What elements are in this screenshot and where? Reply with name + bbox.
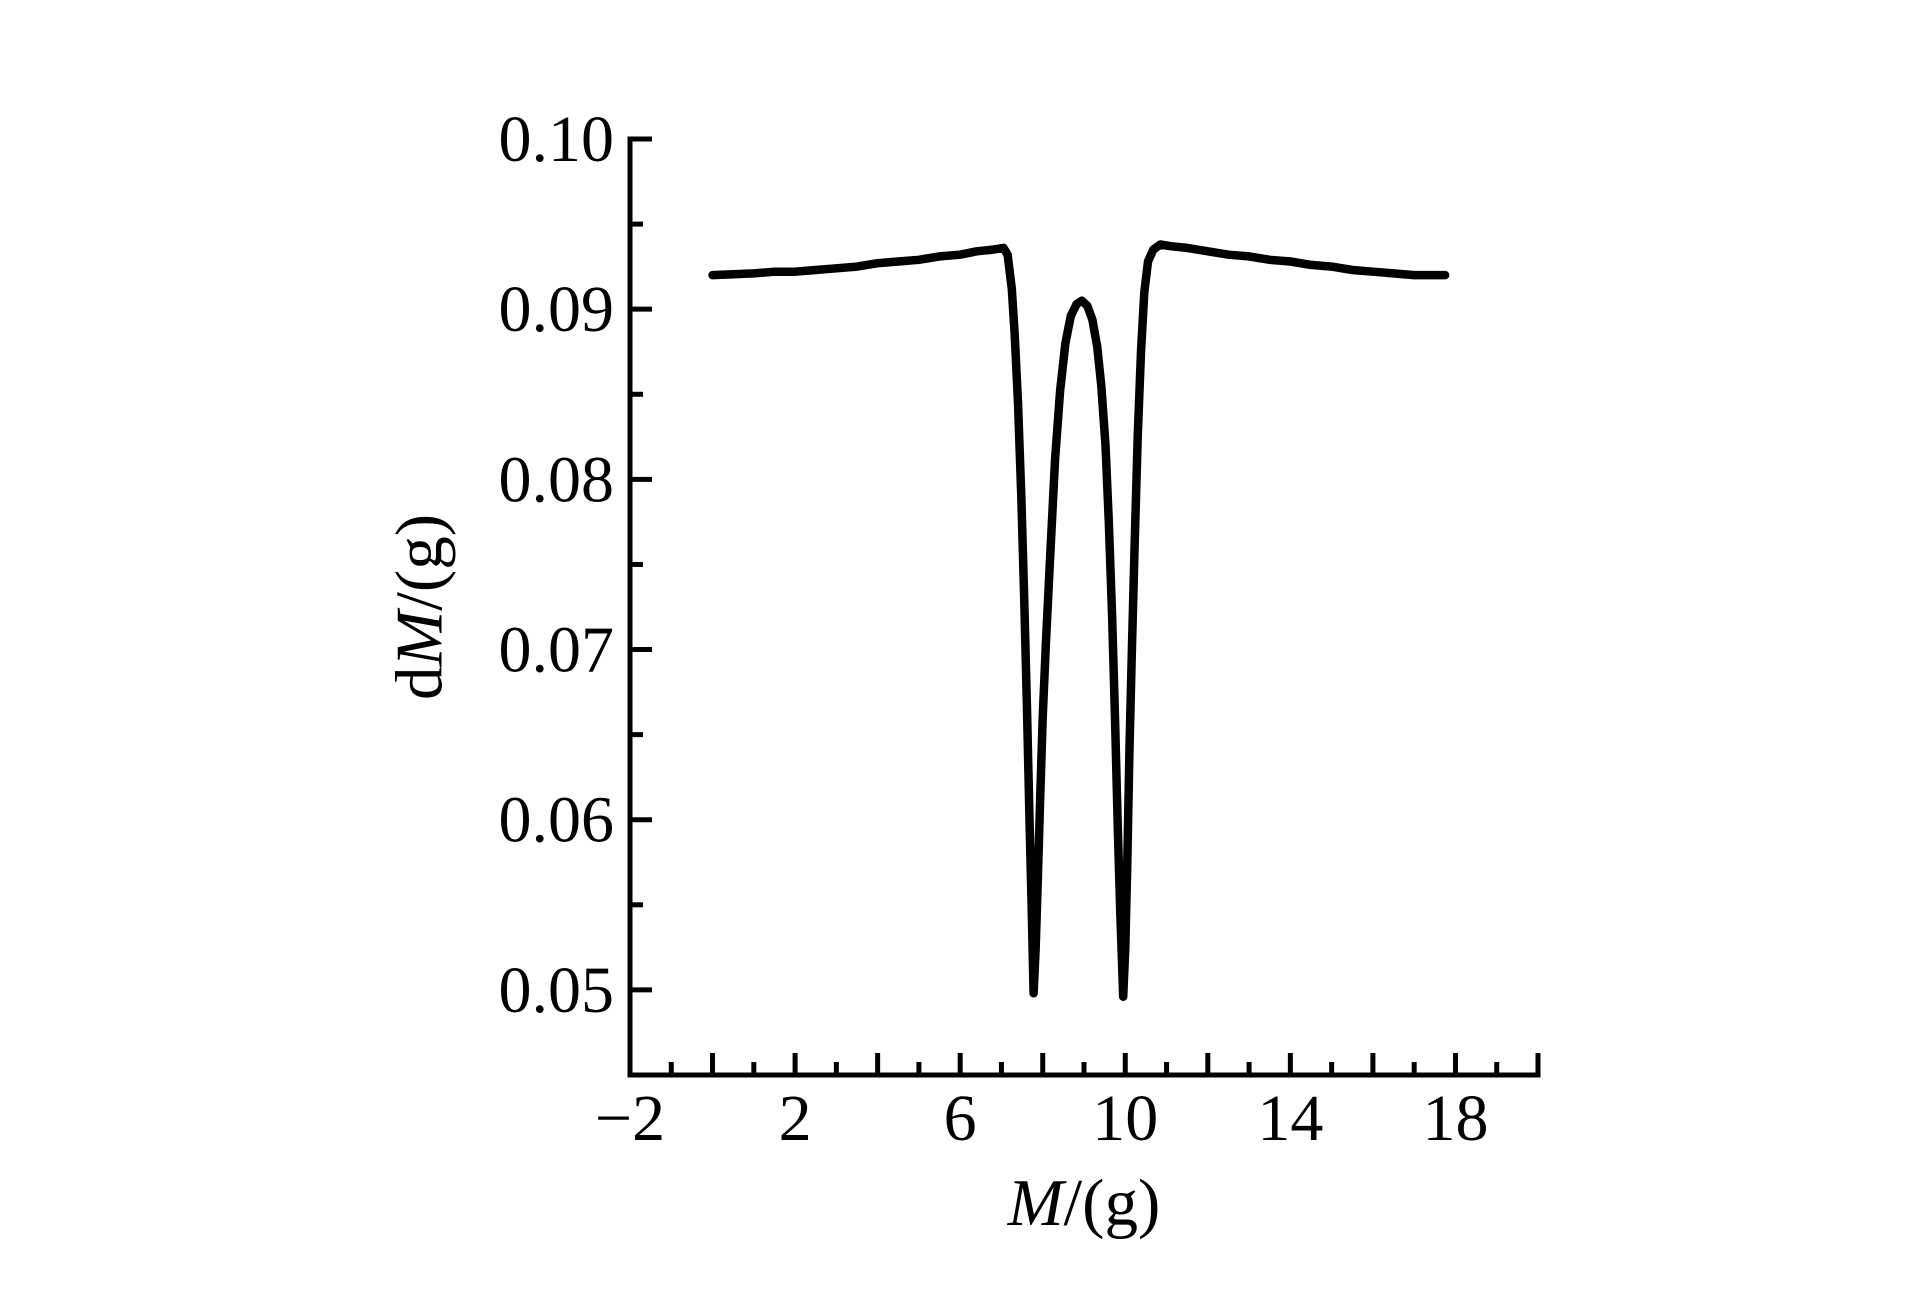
y-axis-title-part-M: M	[382, 610, 457, 667]
x-tick-label: 10	[1092, 1082, 1158, 1155]
x-axis-title-part-M: M	[1007, 1166, 1064, 1240]
y-axis-title-part-d: d	[382, 666, 457, 701]
y-tick-label: 0.09	[499, 273, 615, 346]
x-tick-label: 18	[1422, 1082, 1488, 1155]
y-tick-label: 0.05	[499, 954, 615, 1027]
x-tick-label: 6	[944, 1082, 977, 1155]
x-tick-label: −2	[595, 1082, 665, 1155]
x-axis-title-part-unit: /(g)	[1063, 1166, 1161, 1240]
y-axis-title: dM/(g)	[383, 514, 457, 700]
y-axis-title-part-unit: /(g)	[382, 513, 457, 611]
x-tick-label: 2	[779, 1082, 812, 1155]
x-axis-title: M/(g)	[630, 1170, 1538, 1237]
x-tick-label: 14	[1257, 1082, 1323, 1155]
series-dM-curve	[708, 240, 1450, 1001]
y-tick-label: 0.10	[499, 103, 615, 176]
y-tick-label: 0.06	[499, 784, 615, 857]
y-tick-label: 0.07	[499, 614, 615, 687]
y-tick-label: 0.08	[499, 443, 615, 516]
